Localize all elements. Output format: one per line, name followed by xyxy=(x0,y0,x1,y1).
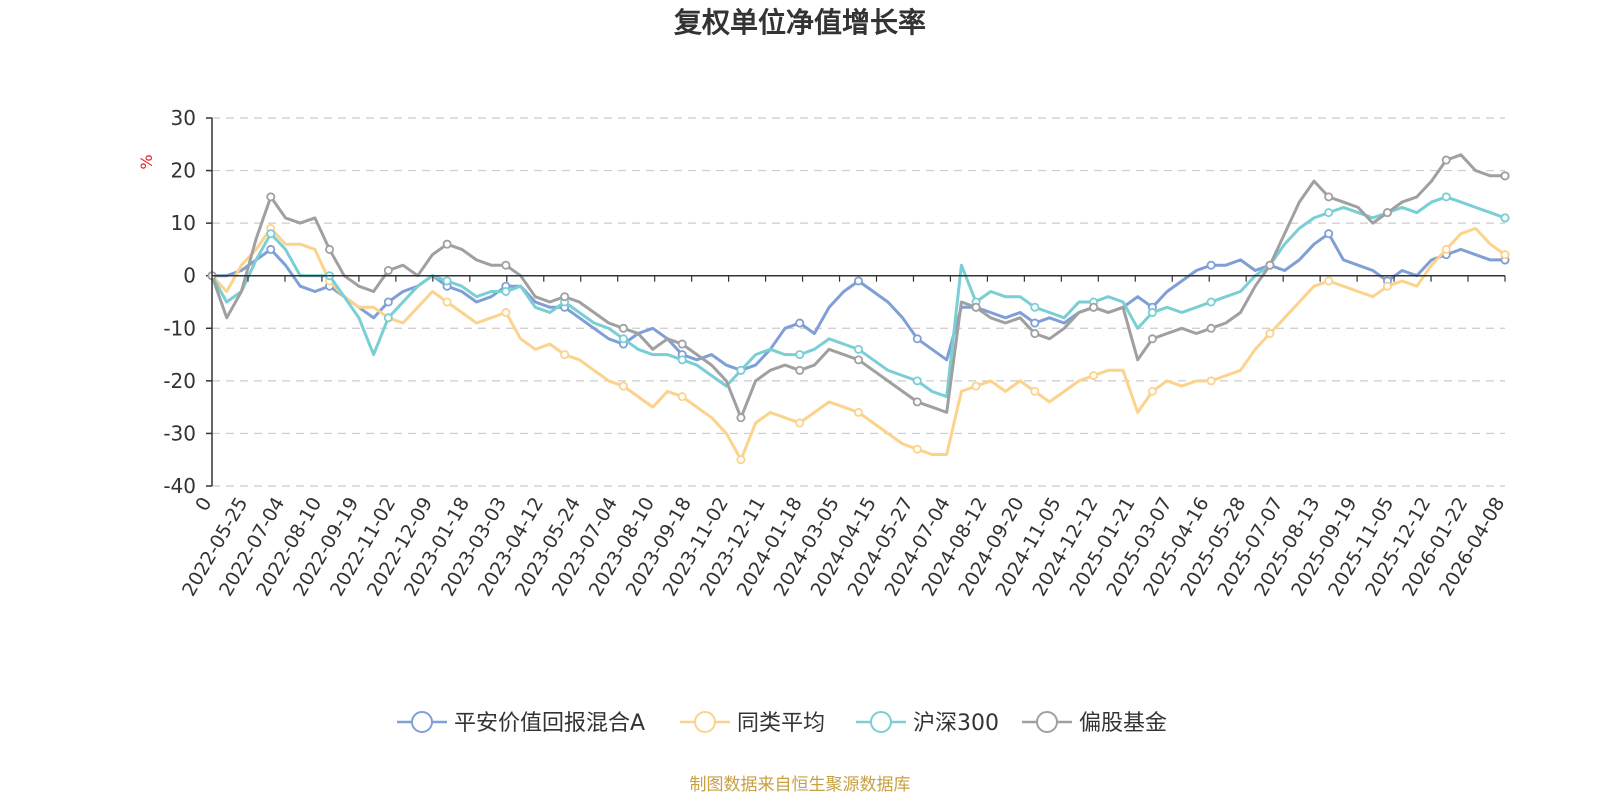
series-point xyxy=(912,444,922,454)
series-point xyxy=(1500,250,1510,260)
series-line-1 xyxy=(210,226,1506,462)
series-point xyxy=(618,381,628,391)
series-point xyxy=(1206,323,1216,333)
series-point xyxy=(618,334,628,344)
series-point xyxy=(854,276,864,286)
series-point xyxy=(1500,213,1510,223)
series-point xyxy=(912,334,922,344)
series-point xyxy=(1324,276,1334,286)
series-point xyxy=(1324,192,1334,202)
series-point xyxy=(442,297,452,307)
series-point xyxy=(266,192,276,202)
series-point xyxy=(325,244,335,254)
y-tick-label: -40 xyxy=(163,474,196,498)
y-tick-label: -20 xyxy=(163,369,196,393)
source-note: 制图数据来自恒生聚源数据库 xyxy=(690,775,911,795)
series-point xyxy=(1441,155,1451,165)
series-point xyxy=(1382,281,1392,291)
series-point xyxy=(912,397,922,407)
chart-title: 复权单位净值增长率 xyxy=(674,6,926,39)
legend-label: 同类平均 xyxy=(737,711,825,736)
x-tick-label: 0 xyxy=(191,494,216,515)
series-lines xyxy=(207,153,1510,465)
legend-label: 平安价值回报混合A xyxy=(454,711,645,736)
series-point xyxy=(1147,334,1157,344)
series-point xyxy=(854,355,864,365)
series-point xyxy=(677,355,687,365)
series-point xyxy=(795,418,805,428)
series-point xyxy=(383,313,393,323)
series-point xyxy=(1441,244,1451,254)
series-point xyxy=(1265,260,1275,270)
series-point xyxy=(1382,208,1392,218)
series-point xyxy=(501,308,511,318)
legend-swatch-marker xyxy=(1036,711,1058,733)
legend-item[interactable]: 平安价值回报混合A xyxy=(397,711,645,736)
series-point xyxy=(677,392,687,402)
series-point xyxy=(1441,192,1451,202)
series-point xyxy=(1147,386,1157,396)
series-point xyxy=(442,276,452,286)
y-axis-unit: % xyxy=(137,154,156,169)
series-point xyxy=(266,229,276,239)
series-point xyxy=(560,350,570,360)
series-point xyxy=(736,365,746,375)
series-point xyxy=(618,323,628,333)
legend-swatch-marker xyxy=(694,711,716,733)
gridlines xyxy=(212,117,1505,487)
series-point xyxy=(854,407,864,417)
series-point xyxy=(1206,376,1216,386)
series-point xyxy=(971,381,981,391)
y-tick-label: 0 xyxy=(183,264,196,288)
series-point xyxy=(560,292,570,302)
series-point xyxy=(854,344,864,354)
series-point xyxy=(1030,329,1040,339)
series-point xyxy=(971,302,981,312)
y-tick-label: 10 xyxy=(171,211,196,235)
series-point xyxy=(1030,318,1040,328)
series-point xyxy=(677,339,687,349)
series-point xyxy=(736,413,746,423)
series-point xyxy=(383,297,393,307)
legend-item[interactable]: 同类平均 xyxy=(680,711,825,736)
y-tick-label: 30 xyxy=(171,106,196,130)
legend-label: 偏股基金 xyxy=(1079,711,1167,736)
series-point xyxy=(1324,229,1334,239)
series-point xyxy=(1089,302,1099,312)
series-point xyxy=(1089,371,1099,381)
legend-swatch-marker xyxy=(870,711,892,733)
series-point xyxy=(501,286,511,296)
legend-label: 沪深300 xyxy=(913,711,999,736)
y-tick-label: -10 xyxy=(163,316,196,340)
series-point xyxy=(1324,208,1334,218)
y-axis-ticks: 30 20 10 0 -10 -20 -30 -40 xyxy=(163,106,212,498)
series-point xyxy=(383,265,393,275)
series-point xyxy=(501,260,511,270)
series-point xyxy=(266,244,276,254)
series-point xyxy=(1030,386,1040,396)
series-point xyxy=(1147,308,1157,318)
series-point xyxy=(795,365,805,375)
series-line-2 xyxy=(210,195,1506,399)
series-point xyxy=(1206,260,1216,270)
series-point xyxy=(1030,302,1040,312)
legend-swatch-marker xyxy=(411,711,433,733)
series-point xyxy=(1265,329,1275,339)
legend-item[interactable]: 偏股基金 xyxy=(1022,711,1167,736)
series-point xyxy=(1206,297,1216,307)
legend-item[interactable]: 沪深300 xyxy=(856,711,999,736)
series-point xyxy=(795,318,805,328)
series-point xyxy=(795,350,805,360)
y-tick-label: -30 xyxy=(163,421,196,445)
x-axis-ticks: 02022-05-252022-07-042022-08-102022-09-1… xyxy=(178,275,1509,600)
series-point xyxy=(1500,171,1510,181)
legend: 平安价值回报混合A 同类平均 沪深300 偏股基金 xyxy=(397,711,1167,736)
series-line-3 xyxy=(210,153,1505,420)
series-point xyxy=(442,239,452,249)
series-point xyxy=(912,376,922,386)
series-point xyxy=(736,455,746,465)
y-tick-label: 20 xyxy=(171,159,196,183)
